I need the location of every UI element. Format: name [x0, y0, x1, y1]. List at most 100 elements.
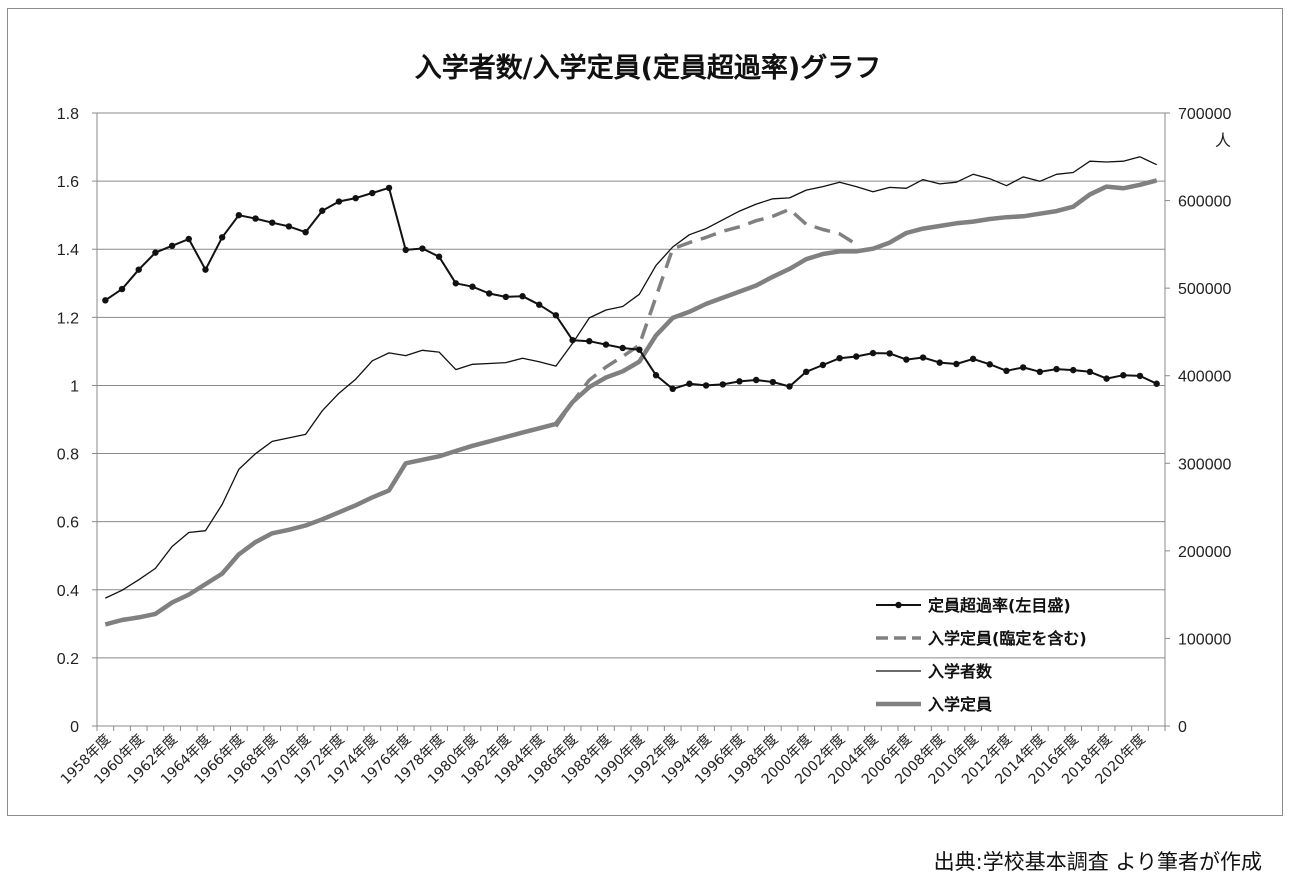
data-point	[485, 290, 493, 297]
data-point	[1053, 365, 1060, 373]
data-point	[702, 382, 710, 389]
chart-title: 入学者数/入学定員(定員超過率)グラフ	[415, 52, 882, 84]
data-point	[235, 211, 243, 219]
series-line	[105, 156, 1157, 599]
data-point	[719, 381, 726, 388]
data-point	[135, 266, 142, 273]
left-tick-label: 0.6	[57, 515, 79, 532]
data-point	[586, 337, 593, 345]
data-point	[252, 215, 259, 222]
data-point	[502, 293, 510, 301]
series-line	[554, 207, 858, 428]
data-point	[752, 376, 760, 384]
data-point	[636, 346, 643, 353]
data-point	[102, 297, 109, 304]
data-point	[936, 359, 943, 366]
data-point	[669, 385, 676, 393]
data-point	[118, 285, 126, 293]
data-point	[819, 361, 827, 369]
data-point	[1136, 372, 1144, 380]
data-point	[402, 246, 409, 254]
data-point	[285, 223, 293, 230]
data-point	[886, 350, 893, 357]
data-point	[1036, 368, 1044, 376]
data-point	[919, 354, 927, 361]
legend-marker	[895, 601, 902, 609]
data-point	[1086, 368, 1094, 376]
data-point	[569, 336, 576, 344]
left-tick-label: 1.6	[57, 174, 79, 191]
source-note: 出典:学校基本調査 より筆者が作成	[933, 850, 1262, 874]
data-point	[335, 198, 343, 205]
data-point	[1103, 375, 1110, 382]
data-point	[369, 189, 376, 197]
chart-frame	[7, 8, 1283, 816]
data-point	[536, 301, 543, 308]
legend-label: 定員超過率(左目盛)	[927, 596, 1071, 615]
data-point	[769, 378, 777, 386]
data-point	[435, 253, 443, 260]
left-axis-ticks: 0 0.2 0.4 0.6 0.8 1 1.2 1.4 1.6 1.8	[57, 106, 79, 736]
left-tick-label: 1.2	[57, 310, 79, 327]
data-point	[519, 293, 526, 300]
legend-label: 入学者数	[928, 662, 993, 681]
data-point	[452, 280, 459, 287]
data-point	[1003, 367, 1010, 375]
right-tick-label: 300000	[1178, 456, 1231, 473]
left-tick-label: 1.4	[57, 242, 79, 259]
series-line	[104, 178, 1158, 627]
data-point	[319, 207, 326, 214]
data-point	[969, 355, 977, 363]
data-point	[1153, 380, 1160, 387]
data-point	[302, 228, 309, 236]
data-point	[1019, 364, 1027, 371]
data-point	[552, 312, 560, 319]
data-point	[152, 249, 159, 256]
data-point	[469, 283, 476, 290]
data-point	[168, 242, 176, 250]
legend-label: 入学定員(臨定を含む)	[928, 629, 1087, 648]
right-tick-label: 100000	[1178, 631, 1231, 648]
left-tick-label: 0.2	[57, 651, 79, 668]
left-tick-label: 0.8	[57, 447, 79, 464]
data-point	[419, 245, 426, 252]
data-point	[218, 234, 226, 241]
legend-label: 入学定員	[928, 695, 992, 714]
left-tick-label: 1	[70, 378, 79, 395]
data-point	[185, 235, 192, 243]
x-axis-ticks: 1958年度1960年度1962年度1964年度1966年度1968年度1970…	[58, 732, 1149, 788]
left-tick-label: 0	[70, 719, 79, 736]
data-point	[786, 383, 793, 390]
data-point	[652, 372, 660, 379]
left-tick-label: 0.4	[57, 583, 79, 600]
series-layer	[102, 156, 1160, 627]
data-point	[352, 194, 359, 202]
right-tick-label: 600000	[1178, 194, 1231, 211]
data-point	[1120, 372, 1127, 379]
data-point	[986, 361, 993, 368]
data-point	[869, 349, 877, 357]
right-axis-ticks: 0 100000 200000 300000 400000 500000 600000 700…	[1178, 106, 1231, 736]
left-tick-label: 1.8	[57, 106, 79, 123]
data-point	[202, 266, 209, 273]
data-point	[269, 219, 276, 226]
right-axis-unit: 人	[1215, 131, 1231, 150]
right-tick-label: 700000	[1178, 106, 1231, 123]
axes	[92, 112, 1170, 731]
data-point	[385, 184, 393, 192]
data-point	[903, 356, 910, 363]
grid-lines	[97, 112, 1165, 659]
right-tick-label: 500000	[1178, 281, 1231, 298]
right-tick-label: 200000	[1178, 544, 1231, 561]
data-point	[602, 341, 610, 348]
data-point	[853, 353, 860, 360]
data-point	[686, 380, 693, 387]
data-point	[619, 344, 626, 352]
right-tick-label: 0	[1178, 719, 1187, 736]
data-point	[836, 355, 843, 362]
data-point	[1070, 366, 1077, 374]
data-point	[953, 360, 960, 368]
data-point	[736, 378, 743, 385]
